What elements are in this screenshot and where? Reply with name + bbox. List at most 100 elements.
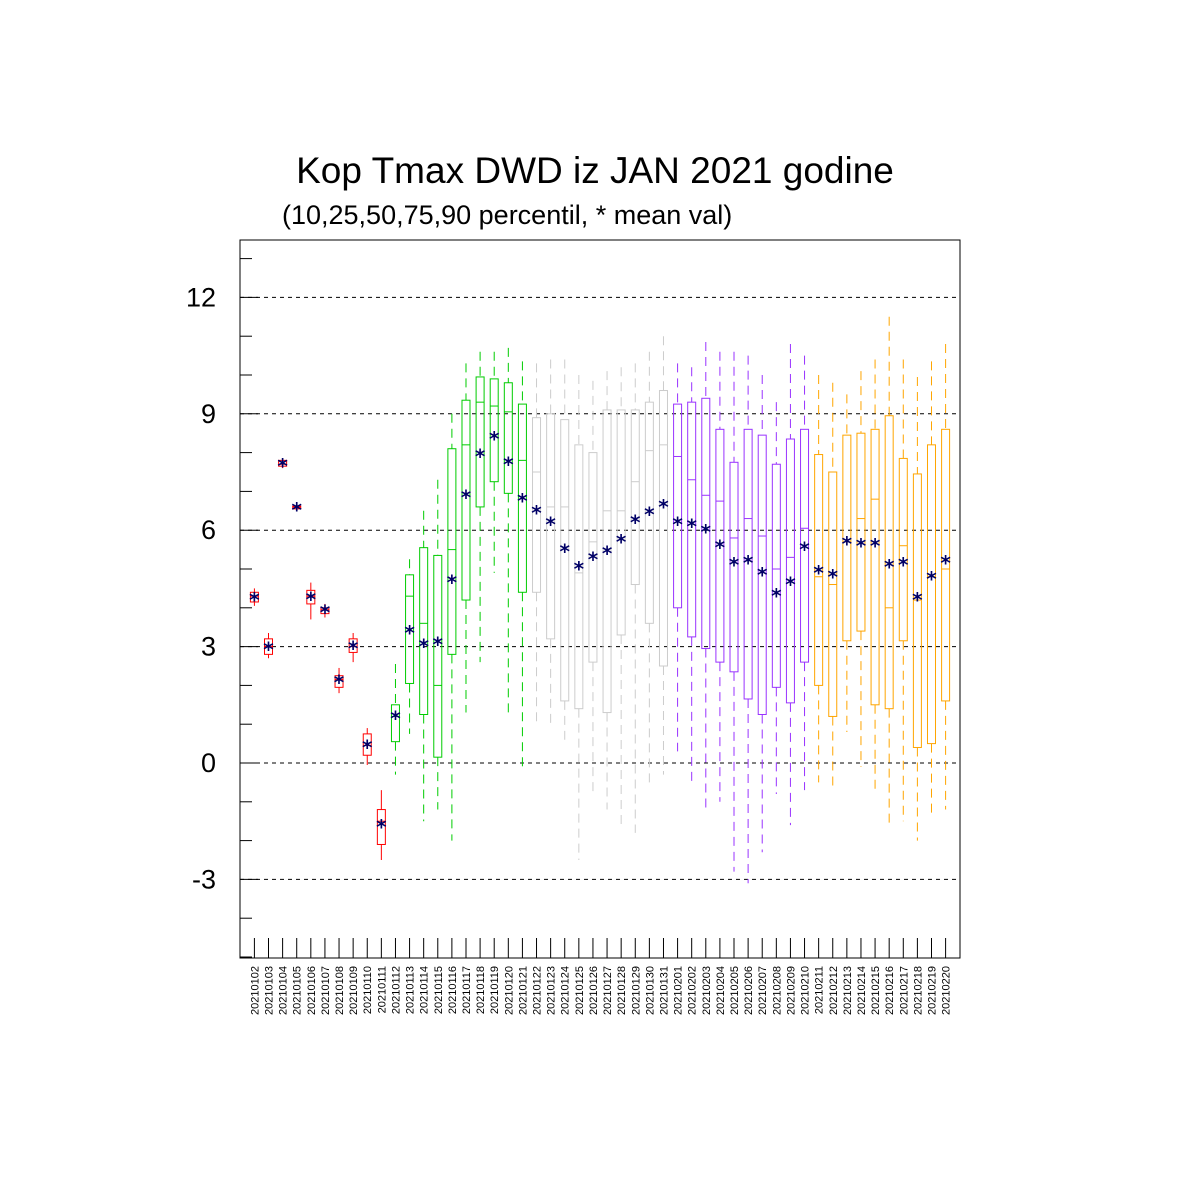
box xyxy=(376,809,386,845)
x-tick-label: 20210126 xyxy=(588,966,600,1015)
x-tick-label: 20210123 xyxy=(546,966,558,1015)
mean-marker: * xyxy=(503,452,514,476)
box xyxy=(673,403,683,609)
mean-marker: * xyxy=(799,538,810,562)
x-tick-label: 20210119 xyxy=(489,966,501,1014)
x-tick-label: 20210201 xyxy=(673,966,685,1015)
x-tick-label: 20210112 xyxy=(390,966,402,1014)
mean-marker: * xyxy=(489,427,500,451)
mean-marker: * xyxy=(277,454,288,478)
x-tick-label: 20210216 xyxy=(884,966,896,1015)
box xyxy=(278,459,288,467)
box xyxy=(856,432,866,632)
mean-marker: * xyxy=(433,633,444,657)
x-tick-label: 20210131 xyxy=(658,966,670,1015)
box xyxy=(729,461,739,673)
mean-marker: * xyxy=(785,573,796,597)
mean-marker: * xyxy=(602,542,613,566)
x-tick-label: 20210209 xyxy=(785,966,797,1015)
x-tick-label: 20210204 xyxy=(715,966,727,1015)
box xyxy=(715,428,725,663)
box xyxy=(362,733,372,756)
x-tick-label: 20210120 xyxy=(503,966,515,1015)
box xyxy=(475,376,485,508)
boxes: ************* ******* * *** * * ** * ** * *** * ** **… xyxy=(249,316,951,884)
box xyxy=(249,591,259,603)
box xyxy=(433,554,443,758)
mean-marker: * xyxy=(249,588,260,612)
box xyxy=(701,397,711,650)
x-tick-label: 20210114 xyxy=(419,966,431,1014)
mean-marker: * xyxy=(828,565,839,589)
x-tick-label: 20210211 xyxy=(814,966,826,1014)
box xyxy=(292,505,302,510)
x-tick-label: 20210219 xyxy=(926,966,938,1015)
mean-marker: * xyxy=(418,635,429,659)
y-tick-label: 12 xyxy=(186,282,216,312)
x-tick-label: 20210125 xyxy=(574,966,586,1015)
x-tick-label: 20210128 xyxy=(616,966,628,1015)
mean-marker: * xyxy=(447,571,458,595)
y-tick-label: -3 xyxy=(192,864,216,894)
box xyxy=(348,638,358,653)
mean-marker: * xyxy=(940,551,951,575)
mean-marker: * xyxy=(306,587,317,611)
mean-marker: * xyxy=(644,503,655,527)
box xyxy=(532,417,542,593)
mean-marker: * xyxy=(461,485,472,509)
mean-marker: * xyxy=(404,621,415,645)
box xyxy=(785,438,795,704)
box xyxy=(602,409,612,714)
box xyxy=(870,428,880,706)
mean-marker: * xyxy=(291,498,302,522)
plot-frame xyxy=(239,239,961,959)
x-tick-label: 20210115 xyxy=(433,966,445,1014)
mean-marker: * xyxy=(616,530,627,554)
box xyxy=(644,401,654,624)
axes: -3 0 3 6 9 12 20210102 20210103 20210104 20210105… xyxy=(186,258,953,1015)
box xyxy=(306,589,316,605)
x-tick-label: 20210214 xyxy=(856,966,868,1015)
box xyxy=(842,434,852,642)
mean-marker: * xyxy=(630,511,641,535)
x-tick-label: 20210212 xyxy=(828,966,840,1015)
box xyxy=(771,463,781,688)
mean-marker: * xyxy=(926,567,937,591)
chart-title: Kop Tmax DWD iz JAN 2021 godine xyxy=(296,150,894,191)
box xyxy=(560,419,570,702)
chart-subtitle: (10,25,50,75,90 percentil, * mean val) xyxy=(282,200,733,230)
x-tick-label: 20210203 xyxy=(701,966,713,1015)
mean-marker: * xyxy=(813,561,824,585)
mean-marker: * xyxy=(588,547,599,571)
mean-marker: * xyxy=(701,520,712,544)
x-tick-label: 20210121 xyxy=(517,966,529,1015)
mean-marker: * xyxy=(376,815,387,839)
mean-marker: * xyxy=(545,512,556,536)
box xyxy=(334,675,344,688)
mean-marker: * xyxy=(686,514,697,538)
box xyxy=(941,428,951,702)
mean-marker: * xyxy=(531,501,542,525)
x-tick-label: 20210206 xyxy=(743,966,755,1015)
y-tick-label: 9 xyxy=(201,399,216,429)
x-tick-label: 20210130 xyxy=(644,966,656,1015)
box xyxy=(828,471,838,717)
box xyxy=(814,454,824,686)
x-tick-label: 20210208 xyxy=(771,966,783,1015)
x-tick-label: 20210104 xyxy=(278,966,290,1015)
box xyxy=(800,428,810,663)
mean-marker: * xyxy=(743,551,754,575)
box xyxy=(489,378,499,483)
box xyxy=(461,399,471,601)
x-tick-label: 20210213 xyxy=(842,966,854,1015)
x-tick-label: 20210107 xyxy=(320,966,332,1015)
x-tick-label: 20210122 xyxy=(532,966,544,1015)
box xyxy=(503,382,513,494)
box xyxy=(546,413,556,640)
mean-marker: * xyxy=(757,563,768,587)
mean-marker: * xyxy=(517,489,528,513)
x-tick-label: 20210109 xyxy=(348,966,360,1015)
box xyxy=(390,704,400,743)
x-tick-label: 20210217 xyxy=(898,966,910,1015)
mean-marker: * xyxy=(574,557,585,581)
